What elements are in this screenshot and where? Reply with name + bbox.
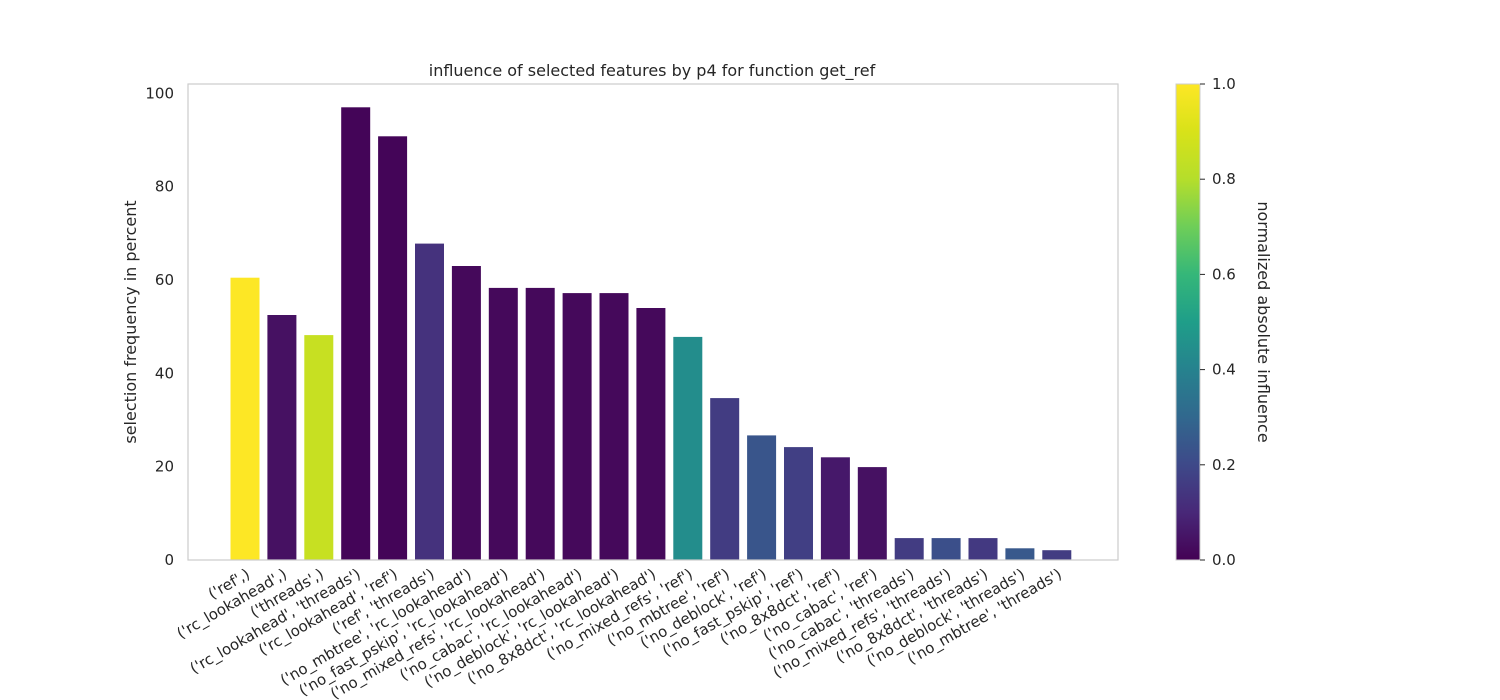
plot-area-frame [187,83,1119,561]
bar [894,538,924,560]
colorbar-tick-label: 1.0 [1212,75,1236,93]
y-tick-label: 20 [155,458,174,476]
bar [931,538,961,560]
bar [968,538,998,560]
y-tick-label: 40 [155,364,174,382]
bar [857,467,887,560]
bar [451,266,481,560]
bar [562,293,592,560]
bar [636,308,666,560]
colorbar-tick-label: 0.4 [1212,361,1236,379]
y-tick-label: 100 [145,84,174,102]
colorbar-ticks: 0.0 0.2 0.4 0.6 0.8 1.0 [1200,75,1236,569]
chart-title: influence of selected features by p4 for… [429,61,876,81]
bar [267,315,297,560]
bars [230,107,1072,561]
colorbar-tick-label: 0.0 [1212,551,1236,569]
colorbar-tick-label: 0.6 [1212,265,1236,283]
bar [747,435,777,560]
y-tick-label: 80 [155,178,174,196]
bar [415,243,444,560]
bar [304,335,334,560]
bar [341,107,371,561]
y-tick-labels: 0 20 40 60 80 100 [145,84,174,569]
y-axis-label: selection frequency in percent [121,200,140,443]
bar [1005,548,1035,560]
colorbar-tick-label: 0.8 [1212,170,1236,188]
bar [599,293,629,560]
x-tick-labels: ('ref',)('rc_lookahead',)('threads',)('r… [174,565,1066,700]
bar [525,287,555,560]
y-tick-label: 0 [164,551,174,569]
bar [378,136,408,561]
colorbar-label: normalized absolute influence [1254,201,1273,442]
colorbar [1175,83,1201,561]
bar [488,287,518,560]
bar [710,398,740,560]
colorbar-tick-label: 0.2 [1212,456,1236,474]
bar [1042,550,1072,560]
y-tick-label: 60 [155,271,174,289]
bar [820,457,850,560]
bar [784,447,813,560]
bar [673,336,703,560]
bar [230,277,260,560]
